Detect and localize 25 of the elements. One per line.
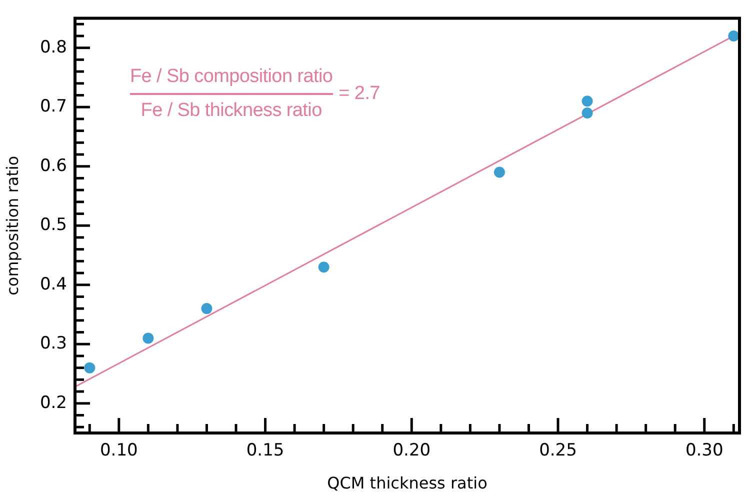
y-tick-label: 0.7 — [40, 96, 67, 117]
y-tick-label: 0.8 — [40, 37, 67, 58]
y-tick-label: 0.2 — [40, 392, 67, 413]
point — [494, 166, 505, 178]
point — [84, 362, 96, 374]
point — [142, 332, 154, 344]
annotation: Fe / Sb composition ratio — [130, 66, 333, 88]
y-tick-label: 0.4 — [40, 274, 67, 294]
x-tick-label: 0.30 — [685, 440, 724, 461]
annotation: = 2.7 — [338, 83, 380, 105]
x-tick-label: 0.10 — [100, 440, 138, 461]
point — [318, 262, 330, 273]
y-tick-label: 0.3 — [40, 334, 67, 354]
point — [728, 30, 740, 42]
y-tick-label: 0.5 — [40, 215, 67, 236]
y-tick-label: 0.6 — [40, 156, 67, 176]
x-tick-label: 0.20 — [392, 440, 431, 461]
point — [582, 108, 593, 119]
point — [582, 96, 593, 107]
x-tick-label: 0.15 — [246, 440, 284, 461]
annotation: Fe / Sb thickness ratio — [140, 100, 322, 122]
x-axis-title: QCM thickness ratio — [327, 474, 488, 493]
point — [201, 303, 212, 314]
x-tick-label: 0.25 — [539, 440, 577, 461]
y-axis-title: composition ratio — [2, 156, 22, 296]
